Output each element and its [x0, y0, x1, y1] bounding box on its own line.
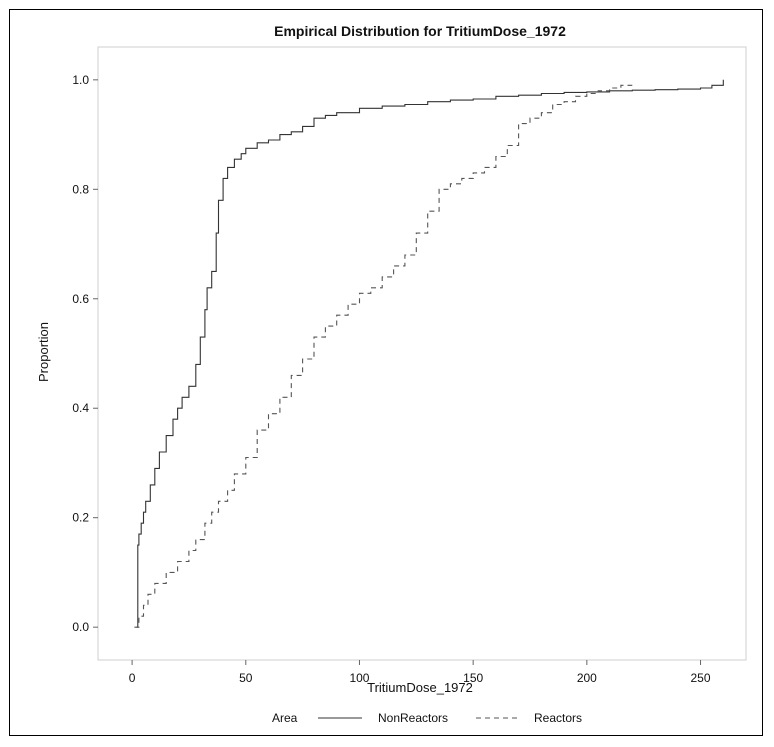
plot-area	[97, 46, 747, 661]
x-tick-label: 200	[577, 671, 597, 685]
y-axis: 0.0 0.2 0.4 0.6 0.8 1.0	[72, 73, 98, 634]
series-layer	[134, 79, 724, 628]
x-tick-label: 0	[129, 671, 136, 685]
y-tick-label: 0.4	[72, 401, 89, 415]
chart-title: Empirical Distribution for TritiumDose_1…	[274, 23, 566, 39]
legend-label-nonreactors: NonReactors	[378, 711, 448, 725]
legend-title: Area	[272, 711, 298, 725]
y-tick-label: 0.0	[72, 620, 89, 634]
series-reactors-line	[134, 84, 633, 628]
x-axis-label: TritiumDose_1972	[367, 680, 473, 695]
y-tick-label: 0.2	[72, 511, 89, 525]
legend: Area NonReactors Reactors	[272, 711, 582, 725]
y-axis-label: Proportion	[36, 322, 51, 382]
series-nonreactors-line	[136, 79, 724, 628]
x-axis: 0 50 100 150 200 250	[129, 660, 711, 685]
x-tick-label: 250	[691, 671, 711, 685]
figure-frame	[9, 9, 763, 736]
y-tick-label: 1.0	[72, 73, 89, 87]
legend-label-reactors: Reactors	[534, 711, 582, 725]
y-tick-label: 0.8	[72, 182, 89, 196]
x-tick-label: 150	[463, 671, 483, 685]
x-tick-label: 100	[349, 671, 369, 685]
y-tick-label: 0.6	[72, 292, 89, 306]
x-tick-label: 50	[239, 671, 253, 685]
